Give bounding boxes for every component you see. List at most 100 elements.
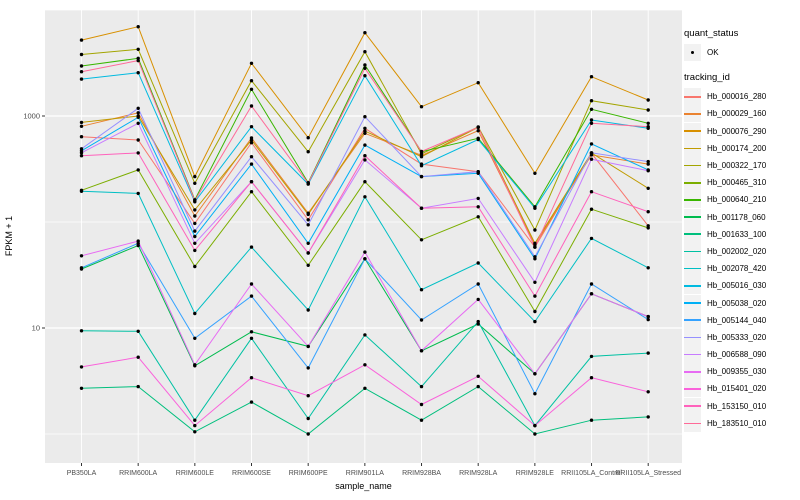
- legend-label: Hb_002078_420: [707, 264, 767, 274]
- data-point-Hb_000029_160: [476, 129, 480, 133]
- x-tick-label: RRIM600LE: [176, 470, 214, 477]
- legend-key-icon: [684, 242, 701, 260]
- x-tick-label: RRII105LA_Control: [561, 470, 622, 477]
- data-point-Hb_153150_010: [193, 248, 197, 253]
- data-point-Hb_001633_100: [419, 418, 424, 422]
- data-point-Hb_002078_420: [533, 319, 537, 324]
- legend-item-Hb_000174_200: Hb_000174_200: [684, 139, 800, 157]
- x-tick-label: RRIM928BA: [402, 470, 441, 477]
- data-point-Hb_000465_310: [363, 180, 367, 184]
- legend-key-icon: [684, 397, 701, 415]
- data-point-Hb_183510_010: [646, 125, 650, 129]
- data-point-Hb_000174_200: [306, 212, 310, 217]
- legend-item-Hb_001633_100: Hb_001633_100: [684, 225, 800, 243]
- data-point-Hb_005333_020: [419, 174, 424, 179]
- data-point-Hb_001178_060: [249, 330, 254, 334]
- data-point-Hb_000465_310: [476, 215, 480, 219]
- data-point-Hb_006588_090: [79, 151, 84, 155]
- x-tick-label: RRIM600SE: [232, 470, 271, 477]
- data-point-Hb_005038_020: [306, 241, 310, 245]
- data-point-Hb_000465_310: [249, 190, 254, 194]
- legend-line-icon: [684, 267, 701, 270]
- data-point-Hb_015401_020: [533, 423, 537, 428]
- data-point-Hb_009355_030: [476, 297, 480, 302]
- legend-line-icon: [684, 164, 701, 167]
- legend-label: Hb_000640_210: [707, 195, 767, 205]
- data-point-Hb_000174_200: [363, 129, 367, 133]
- legend-key-icon: [684, 157, 701, 175]
- data-point-Hb_001633_100: [646, 415, 650, 419]
- legend-title-tracking-id: tracking_id: [684, 72, 730, 84]
- data-point-Hb_005333_020: [306, 223, 310, 227]
- data-point-Hb_153150_010: [136, 151, 140, 155]
- data-point-Hb_002002_020: [249, 336, 254, 340]
- data-point-Hb_000174_200: [419, 155, 424, 159]
- data-point-Hb_006588_090: [363, 158, 367, 162]
- data-point-Hb_000076_290: [476, 81, 480, 85]
- legend-line-icon: [684, 216, 701, 218]
- data-point-Hb_183510_010: [193, 199, 197, 203]
- data-point-Hb_005333_020: [476, 170, 480, 174]
- legend-spacer: [684, 61, 800, 72]
- legend-item-Hb_000322_170: Hb_000322_170: [684, 157, 800, 175]
- data-point-Hb_000640_210: [249, 87, 254, 92]
- legend-item-Hb_002002_020: Hb_002002_020: [684, 242, 800, 260]
- data-point-Hb_000076_290: [646, 98, 650, 102]
- data-point-Hb_002002_020: [419, 384, 424, 389]
- legend: quant_status OK tracking_id Hb_000016_28…: [684, 28, 800, 432]
- data-point-Hb_000322_170: [193, 181, 197, 185]
- legend-label: Hb_001178_060: [707, 212, 766, 222]
- data-point-Hb_005144_040: [533, 392, 537, 396]
- data-point-Hb_001633_100: [249, 400, 254, 404]
- legend-line-icon: [684, 319, 701, 321]
- legend-key-icon: [684, 311, 701, 329]
- legend-key-icon: [684, 328, 701, 346]
- legend-label: Hb_000465_310: [707, 178, 767, 188]
- data-point-Hb_005016_030: [533, 206, 537, 210]
- data-point-Hb_001633_100: [79, 386, 84, 390]
- data-point-Hb_000076_290: [589, 75, 594, 79]
- data-point-Hb_000640_210: [79, 64, 84, 68]
- legend-line-icon: [684, 147, 701, 150]
- data-point-Hb_002002_020: [646, 351, 650, 355]
- data-point-Hb_005144_040: [476, 282, 480, 286]
- legend-item-Hb_000640_210: Hb_000640_210: [684, 191, 800, 209]
- data-point-Hb_005333_020: [533, 255, 537, 259]
- legend-key-icon: [684, 363, 701, 381]
- data-point-Hb_000016_280: [136, 138, 140, 142]
- data-point-Hb_183510_010: [249, 104, 254, 108]
- data-point-Hb_005144_040: [79, 266, 84, 270]
- data-point-Hb_009355_030: [363, 250, 367, 254]
- data-point-Hb_000465_310: [136, 168, 140, 172]
- legend-label: Hb_005038_020: [707, 298, 767, 308]
- data-point-Hb_000465_310: [589, 207, 594, 211]
- data-point-Hb_000029_160: [193, 214, 197, 218]
- data-point-Hb_005144_040: [646, 317, 650, 322]
- data-point-Hb_009355_030: [589, 292, 594, 296]
- data-point-Hb_002002_020: [79, 329, 84, 333]
- legend-key-icon: [684, 380, 701, 398]
- data-point-Hb_153150_010: [646, 210, 650, 214]
- legend-line-icon: [684, 370, 701, 373]
- x-tick-label: RRII105LA_Stressed: [615, 470, 681, 477]
- data-point-Hb_000076_290: [79, 38, 84, 42]
- data-point-Hb_183510_010: [533, 245, 537, 249]
- data-point-Hb_153150_010: [249, 180, 254, 184]
- legend-line-icon: [684, 233, 701, 236]
- data-point-Hb_002002_020: [136, 329, 140, 333]
- data-point-Hb_000076_290: [363, 31, 367, 35]
- legend-item-Hb_005333_020: Hb_005333_020: [684, 328, 800, 346]
- data-point-Hb_000174_200: [79, 120, 84, 125]
- data-point-Hb_009355_030: [79, 254, 84, 258]
- data-point-Hb_005038_020: [193, 234, 197, 239]
- data-point-Hb_009355_030: [533, 372, 537, 376]
- data-point-Hb_009355_030: [249, 282, 254, 286]
- data-point-Hb_000016_280: [79, 135, 84, 139]
- data-point-Hb_015401_020: [79, 365, 84, 369]
- data-point-Hb_005016_030: [363, 74, 367, 78]
- x-tick-label: RRIM901LA: [346, 470, 384, 477]
- legend-line-icon: [684, 405, 701, 407]
- legend-items: Hb_000016_280 Hb_000029_160 Hb_000076_290 H…: [684, 88, 800, 432]
- legend-key-icon: [684, 139, 701, 157]
